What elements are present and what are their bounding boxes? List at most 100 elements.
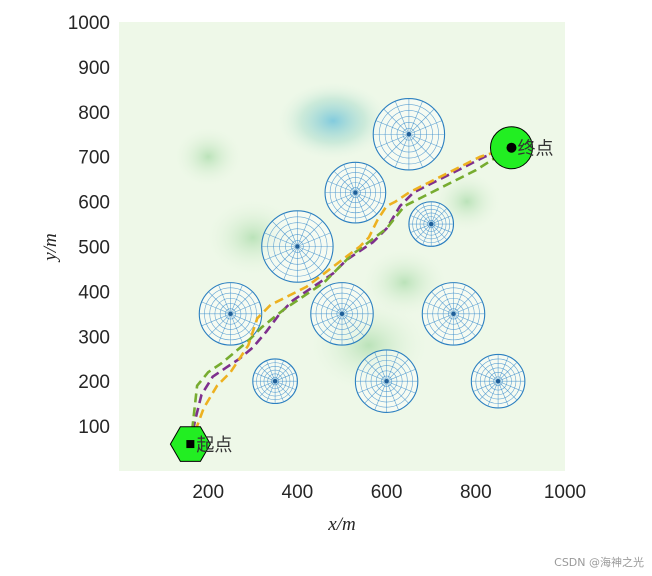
obstacle-spoke — [230, 284, 243, 314]
obstacle-spoke — [478, 362, 499, 382]
x-tick-label: 400 — [282, 482, 314, 503]
obstacle-spoke — [424, 313, 454, 327]
obstacle-sphere — [408, 201, 455, 247]
obstacle-spoke — [218, 313, 231, 343]
obstacle-spoke — [313, 301, 343, 315]
obstacle-spoke — [271, 246, 298, 272]
obstacle-center — [272, 379, 278, 384]
obstacle-spoke — [343, 164, 356, 193]
obstacle-spoke — [201, 313, 231, 327]
obstacle-spoke — [453, 313, 483, 327]
obstacle-spoke — [327, 192, 356, 205]
obstacle-spoke — [355, 192, 378, 215]
obstacle-spoke — [319, 313, 343, 337]
obstacle-center — [295, 244, 300, 249]
terrain-blob — [359, 246, 450, 319]
obstacle-spoke — [274, 360, 284, 382]
obstacle-spoke — [355, 180, 384, 193]
obstacle-spoke — [266, 360, 276, 382]
obstacle-spoke — [259, 380, 276, 398]
goal-label: 终点 — [517, 139, 553, 160]
obstacle-spoke — [343, 192, 356, 221]
obstacle-spoke — [230, 313, 243, 343]
obstacle-sphere — [470, 353, 526, 409]
y-tick-label: 1000 — [68, 13, 110, 34]
obstacle-spoke — [341, 313, 371, 327]
obstacle-spoke — [453, 291, 476, 315]
obstacle-spoke — [341, 291, 365, 315]
obstacle-spoke — [274, 381, 284, 402]
obstacle-spoke — [208, 313, 231, 337]
obstacle-spoke — [274, 380, 292, 398]
obstacle-spoke — [453, 313, 476, 337]
y-tick-label: 700 — [78, 148, 110, 169]
obstacle-spoke — [297, 221, 323, 247]
obstacle-spoke — [415, 223, 432, 241]
obstacle-spoke — [375, 133, 410, 149]
x-tick-label: 600 — [371, 482, 403, 503]
obstacle-spoke — [297, 246, 312, 280]
obstacle-center — [495, 379, 501, 384]
obstacle-spoke — [364, 358, 387, 382]
y-tick-label: 200 — [78, 372, 110, 393]
obstacle-spoke — [386, 380, 416, 394]
obstacle-spoke — [357, 380, 387, 394]
obstacle-spoke — [341, 284, 355, 314]
obstacle-spoke — [422, 223, 432, 245]
obstacle-spoke — [297, 213, 312, 247]
x-axis-label: x/m — [327, 514, 355, 535]
terrain-blob — [275, 80, 392, 161]
obstacle-spoke — [297, 232, 331, 247]
start-center-square — [186, 440, 195, 449]
obstacle-spoke — [430, 223, 448, 241]
obstacle-spoke — [283, 213, 298, 247]
obstacle-spoke — [329, 313, 343, 343]
terrain-blob — [431, 170, 503, 233]
obstacle-spoke — [431, 215, 452, 225]
obstacle-spoke — [264, 246, 298, 261]
obstacle-spoke — [283, 246, 298, 280]
obstacle-spoke — [453, 284, 466, 314]
obstacle-center — [429, 221, 434, 227]
obstacle-center — [384, 379, 389, 384]
x-tick-label: 1000 — [544, 482, 586, 503]
obstacle-spoke — [453, 313, 466, 343]
obstacle-spoke — [410, 223, 432, 233]
y-tick-label: 600 — [78, 193, 110, 214]
obstacle-spoke — [355, 170, 378, 193]
obstacle-center — [406, 132, 412, 137]
obstacle-sphere — [421, 282, 486, 346]
obstacle-spoke — [218, 284, 231, 314]
obstacle-spoke — [424, 301, 454, 315]
obstacle-spoke — [386, 352, 399, 382]
obstacle-spoke — [431, 313, 454, 337]
obstacle-spoke — [386, 381, 399, 411]
obstacle-sphere — [372, 98, 446, 171]
obstacle-spoke — [408, 108, 435, 135]
obstacle-spoke — [473, 370, 499, 382]
obstacle-spoke — [408, 134, 423, 168]
obstacle-spoke — [430, 208, 448, 225]
obstacle-spoke — [408, 134, 435, 160]
obstacle-spoke — [497, 362, 518, 382]
obstacle-spoke — [375, 120, 410, 135]
obstacle-spoke — [274, 365, 292, 382]
obstacle-spoke — [201, 301, 231, 315]
obstacle-spoke — [254, 380, 276, 391]
marker-layer: 起点 终点 — [169, 126, 553, 462]
obstacle-spoke — [430, 223, 441, 245]
obstacle-spoke — [431, 291, 454, 315]
obstacle-spoke — [333, 192, 356, 215]
y-tick-label: 300 — [78, 327, 110, 348]
y-tick-label: 100 — [78, 417, 110, 438]
obstacle-center — [353, 190, 358, 195]
obstacle-spoke — [383, 108, 410, 135]
obstacle-spoke — [254, 372, 276, 382]
obstacle-spoke — [259, 365, 276, 382]
obstacle-spoke — [410, 215, 432, 225]
obstacle-spoke — [297, 246, 323, 272]
obstacle-spoke — [355, 192, 384, 205]
obstacle-spoke — [271, 221, 298, 247]
obstacle-spoke — [274, 372, 296, 382]
obstacle-spoke — [355, 192, 368, 221]
